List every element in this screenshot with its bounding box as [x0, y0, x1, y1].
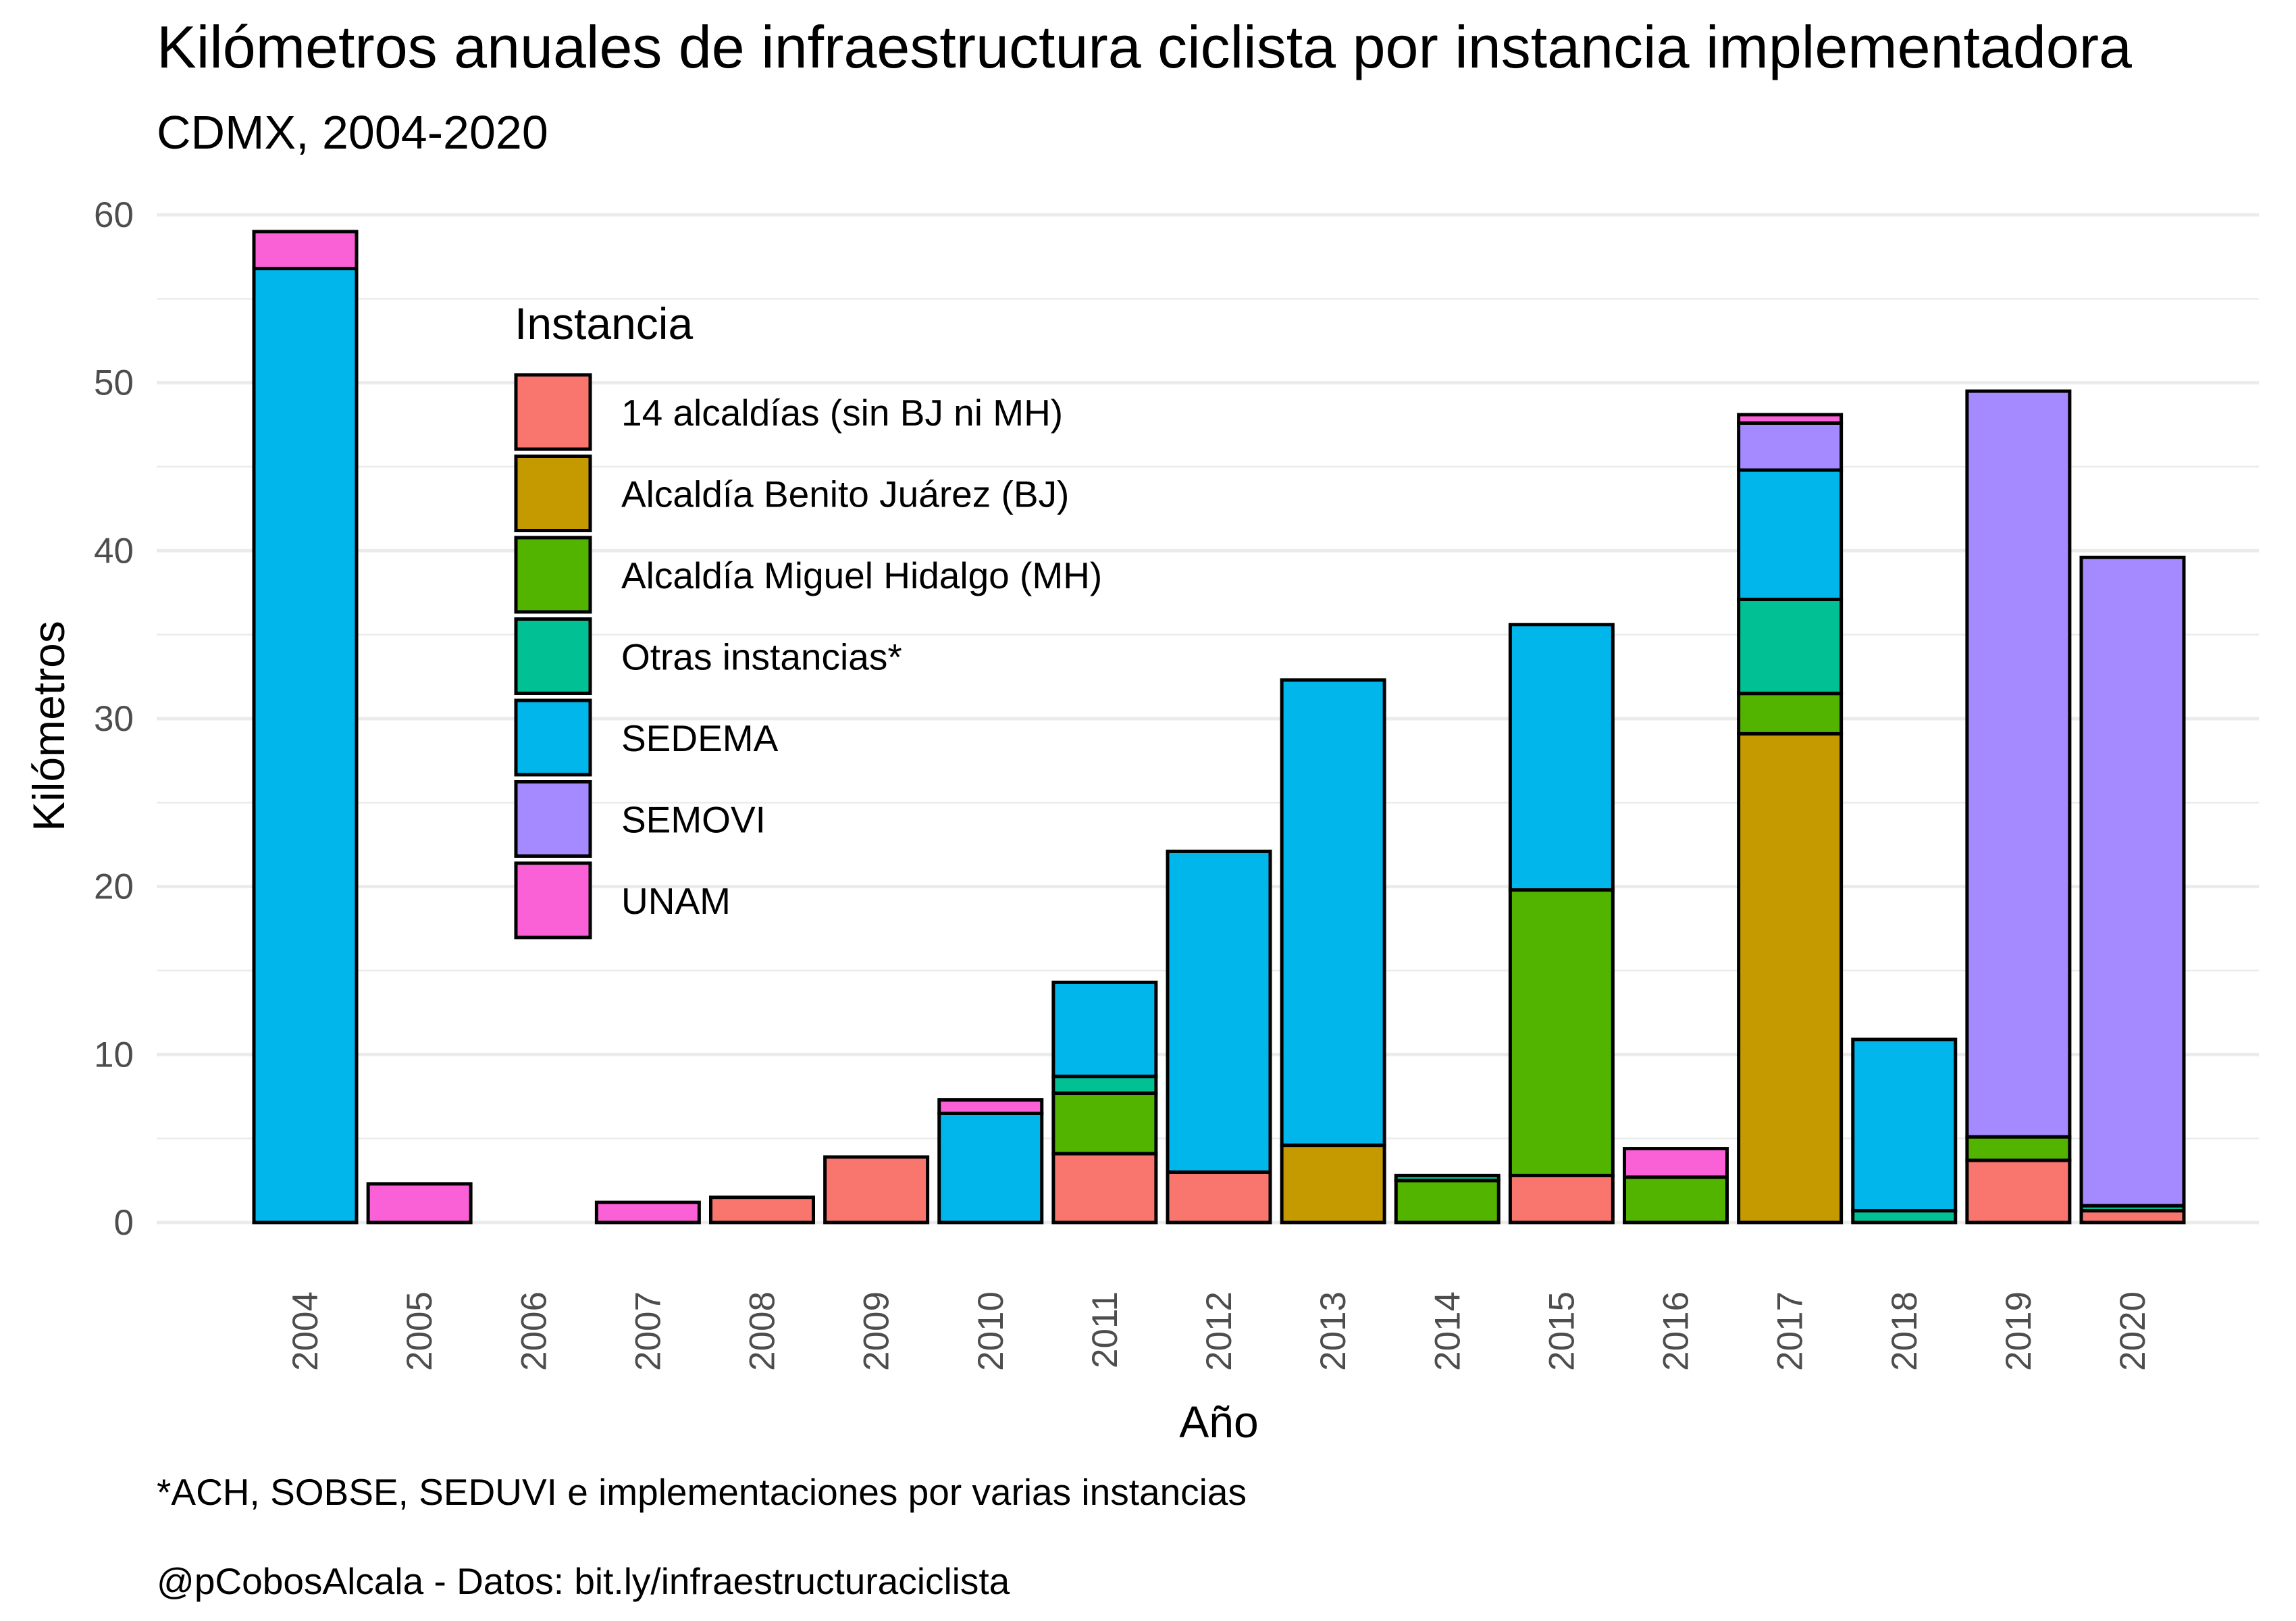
y-tick-label: 0 — [114, 1203, 134, 1243]
x-tick-label: 2011 — [1085, 1291, 1125, 1368]
x-axis-title: Año — [1179, 1397, 1258, 1447]
bar-segment — [366, 1182, 473, 1225]
bar-segment — [1737, 413, 1844, 425]
y-tick-label: 30 — [94, 699, 134, 739]
y-tick-label: 60 — [94, 195, 134, 235]
bar-segment — [1737, 731, 1844, 1225]
bar-segment — [823, 1155, 930, 1225]
bar-segment — [1394, 1173, 1501, 1183]
legend-label: UNAM — [621, 880, 731, 922]
bar-segment — [1737, 597, 1844, 696]
y-axis-title: Kilómetros — [24, 621, 74, 831]
x-tick-label: 2017 — [1771, 1291, 1810, 1371]
bar-segment — [1508, 623, 1615, 892]
bar-segment — [1965, 389, 2072, 1139]
bar-segment — [1737, 468, 1844, 601]
bar-segment — [1965, 1135, 2072, 1162]
bar-segment — [594, 1200, 701, 1225]
x-tick-label: 2016 — [1656, 1291, 1696, 1371]
bars — [252, 230, 2186, 1225]
legend-title: Instancia — [515, 299, 693, 349]
y-axis-ticks: 0 10 20 30 40 50 60 — [94, 195, 134, 1243]
legend-label: SEDEMA — [621, 717, 779, 759]
legend-swatch — [514, 861, 592, 940]
bar-segment — [1623, 1147, 1729, 1179]
bar-segment — [1051, 980, 1158, 1079]
legend-swatch — [514, 698, 592, 777]
bar-segment — [937, 1111, 1044, 1225]
legend-swatch — [514, 536, 592, 614]
legend-swatch — [514, 455, 592, 532]
bar-segment — [2079, 555, 2186, 1208]
x-tick-label: 2015 — [1542, 1291, 1582, 1371]
legend-swatch — [514, 780, 592, 858]
x-axis-ticks: 2004 2005 2006 2007 2008 2009 2010 2011 2012 2013… — [286, 1291, 2153, 1371]
bar-segment — [1051, 1152, 1158, 1225]
y-tick-label: 40 — [94, 531, 134, 571]
x-tick-label: 2013 — [1313, 1291, 1353, 1371]
bar-segment — [1166, 849, 1272, 1174]
bar-segment — [2079, 1209, 2186, 1225]
y-tick-label: 20 — [94, 867, 134, 907]
x-tick-label: 2019 — [1999, 1291, 2039, 1371]
x-tick-label: 2010 — [971, 1291, 1011, 1371]
caption-source: @pCobosAlcala - Datos: bit.ly/infraestru… — [157, 1560, 1010, 1602]
x-tick-label: 2005 — [400, 1291, 440, 1371]
legend-label: Alcaldía Miguel Hidalgo (MH) — [621, 555, 1102, 596]
legend-swatch — [514, 373, 592, 451]
chart-title: Kilómetros anuales de infraestructura ci… — [157, 14, 2132, 80]
legend-label: Alcaldía Benito Juárez (BJ) — [621, 473, 1069, 515]
bar-segment — [1166, 1170, 1272, 1225]
x-tick-label: 2006 — [514, 1291, 554, 1371]
caption-note: *ACH, SOBSE, SEDUVI e implementaciones p… — [157, 1471, 1247, 1513]
bar-segment — [1280, 678, 1386, 1148]
bar-segment — [1737, 421, 1844, 472]
x-tick-label: 2012 — [1199, 1291, 1239, 1371]
bar-segment — [1965, 1158, 2072, 1225]
legend-label: 14 alcaldías (sin BJ ni MH) — [621, 392, 1063, 434]
bar-segment — [1051, 1075, 1158, 1096]
legend-swatch — [514, 617, 592, 695]
bar-segment — [1280, 1143, 1386, 1225]
bar-segment — [937, 1098, 1044, 1115]
bar-segment — [1508, 1173, 1615, 1225]
x-tick-label: 2007 — [628, 1291, 668, 1371]
legend: Instancia 14 alcaldías (sin BJ ni MH) Alc… — [514, 299, 1102, 940]
chart-subtitle: CDMX, 2004-2020 — [157, 106, 548, 159]
x-tick-label: 2004 — [286, 1291, 325, 1371]
x-tick-label: 2009 — [857, 1291, 897, 1371]
x-tick-label: 2014 — [1428, 1291, 1467, 1371]
bar-segment — [709, 1195, 815, 1225]
bar-segment — [1051, 1091, 1158, 1156]
bar-segment — [1737, 692, 1844, 736]
y-tick-label: 10 — [94, 1035, 134, 1075]
legend-label: SEMOVI — [621, 799, 766, 841]
x-tick-label: 2018 — [1885, 1291, 1925, 1371]
x-tick-label: 2008 — [743, 1291, 783, 1371]
bar-segment — [1508, 888, 1615, 1177]
y-tick-label: 50 — [94, 363, 134, 403]
bar-segment — [252, 267, 359, 1225]
bar-segment — [1851, 1037, 1958, 1213]
legend-label: Otras instancias* — [621, 636, 902, 678]
bar-segment — [1394, 1179, 1501, 1225]
bar-segment — [252, 230, 359, 271]
bar-segment — [1623, 1175, 1729, 1225]
x-tick-label: 2020 — [2113, 1291, 2153, 1371]
bar-segment — [1851, 1209, 1958, 1225]
